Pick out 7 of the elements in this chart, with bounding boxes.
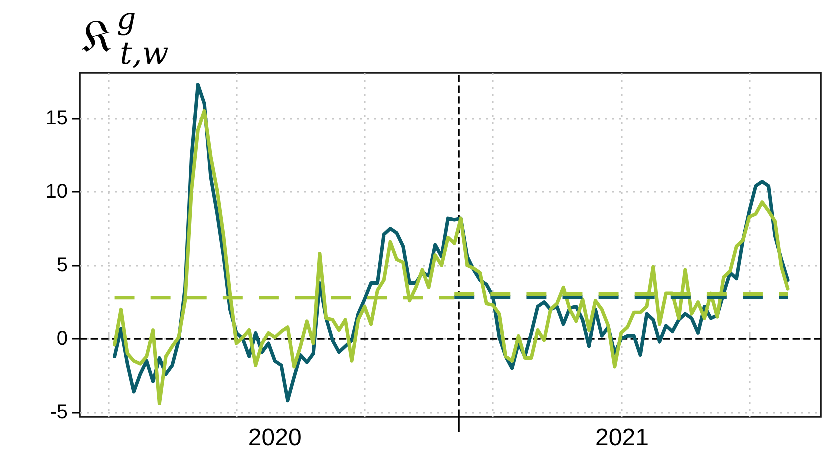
y-tick-label: 10 — [46, 181, 68, 204]
x-tick-label: 2020 — [248, 424, 302, 452]
y-tick-label: -5 — [50, 402, 68, 424]
x-tick-label: 2021 — [596, 424, 649, 452]
y-tick-label: 0 — [56, 328, 68, 350]
y-tick-label: 15 — [46, 108, 68, 130]
y-tick-label: 5 — [56, 254, 68, 277]
